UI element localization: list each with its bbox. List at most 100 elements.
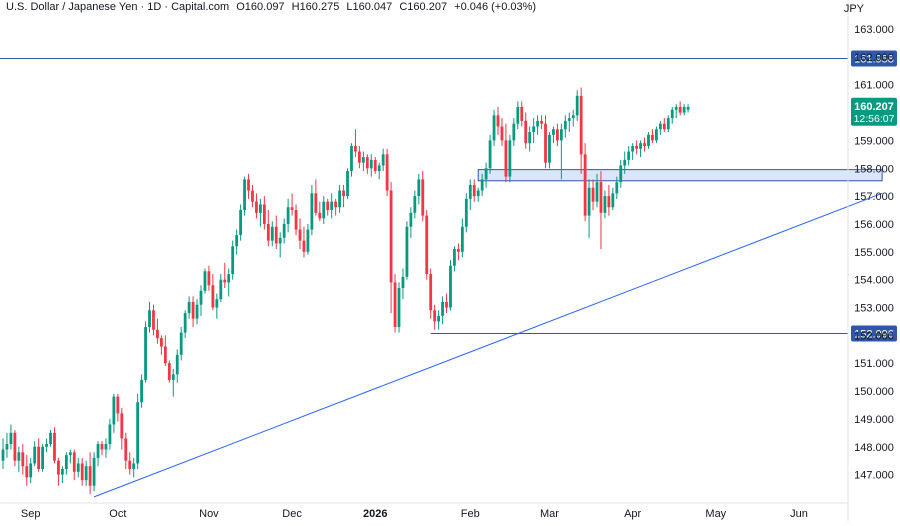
candle[interactable]	[286, 198, 290, 233]
candle[interactable]	[199, 285, 203, 316]
candle[interactable]	[421, 171, 425, 222]
candle[interactable]	[615, 176, 619, 199]
candle[interactable]	[183, 310, 187, 339]
candle[interactable]	[251, 184, 254, 208]
candle[interactable]	[437, 310, 440, 330]
candle[interactable]	[294, 204, 298, 236]
candle[interactable]	[536, 115, 539, 135]
candle[interactable]	[480, 173, 484, 197]
candle[interactable]	[53, 427, 56, 464]
candle[interactable]	[314, 179, 318, 216]
candle[interactable]	[290, 193, 294, 216]
candle[interactable]	[365, 154, 369, 174]
candle[interactable]	[464, 193, 468, 233]
candle[interactable]	[112, 393, 116, 433]
candle[interactable]	[445, 293, 448, 314]
candle[interactable]	[136, 393, 140, 470]
candle[interactable]	[29, 457, 33, 483]
candle[interactable]	[235, 229, 239, 255]
candle[interactable]	[544, 115, 547, 169]
candle[interactable]	[397, 282, 401, 333]
candle[interactable]	[508, 134, 512, 183]
candle[interactable]	[591, 179, 595, 211]
candle[interactable]	[215, 293, 219, 319]
candle[interactable]	[405, 221, 409, 280]
supply-demand-zone[interactable]	[477, 169, 883, 182]
candle[interactable]	[259, 198, 262, 227]
candle[interactable]	[441, 296, 444, 325]
candle[interactable]	[607, 184, 611, 216]
candle[interactable]	[298, 218, 302, 250]
candle[interactable]	[627, 145, 631, 166]
candle[interactable]	[76, 457, 80, 478]
candle[interactable]	[377, 162, 381, 180]
candle[interactable]	[96, 441, 100, 467]
candle[interactable]	[318, 201, 322, 222]
candle[interactable]	[49, 430, 52, 447]
candle[interactable]	[552, 126, 555, 144]
candle[interactable]	[528, 126, 532, 152]
candle[interactable]	[449, 260, 452, 311]
candle[interactable]	[532, 118, 536, 144]
candle[interactable]	[516, 101, 520, 130]
candle[interactable]	[647, 132, 650, 149]
candle[interactable]	[179, 326, 183, 361]
candle[interactable]	[611, 187, 615, 211]
candle[interactable]	[57, 457, 60, 486]
candle[interactable]	[658, 120, 662, 135]
candle[interactable]	[496, 106, 500, 135]
candle[interactable]	[520, 101, 524, 127]
candle[interactable]	[120, 407, 124, 450]
candle[interactable]	[239, 204, 242, 241]
candle[interactable]	[524, 112, 528, 149]
candle[interactable]	[68, 449, 72, 464]
candle[interactable]	[354, 129, 357, 158]
candle[interactable]	[124, 432, 128, 470]
candle[interactable]	[247, 173, 250, 199]
candle[interactable]	[88, 452, 92, 495]
candle[interactable]	[512, 118, 516, 146]
candle[interactable]	[468, 179, 472, 211]
candle[interactable]	[108, 418, 112, 450]
candle[interactable]	[100, 441, 104, 456]
candle[interactable]	[37, 438, 41, 472]
candle[interactable]	[575, 90, 579, 121]
candle[interactable]	[163, 335, 167, 366]
candle[interactable]	[358, 145, 361, 169]
candle[interactable]	[393, 274, 397, 333]
candle[interactable]	[25, 455, 29, 486]
candle[interactable]	[457, 243, 460, 261]
candle[interactable]	[563, 115, 567, 138]
candle[interactable]	[80, 457, 84, 486]
candle[interactable]	[666, 115, 670, 133]
candle[interactable]	[64, 452, 68, 475]
candle[interactable]	[104, 438, 108, 458]
candle[interactable]	[243, 176, 246, 216]
candle[interactable]	[132, 457, 136, 478]
candle[interactable]	[409, 207, 413, 238]
candle[interactable]	[33, 441, 37, 467]
candle[interactable]	[619, 159, 623, 188]
candle[interactable]	[140, 374, 143, 408]
candle[interactable]	[302, 226, 306, 258]
candle[interactable]	[460, 218, 464, 258]
candle[interactable]	[338, 184, 341, 213]
candle[interactable]	[322, 196, 326, 224]
candle[interactable]	[492, 109, 496, 146]
candle[interactable]	[670, 106, 674, 124]
candle[interactable]	[175, 349, 179, 383]
candle[interactable]	[207, 265, 211, 291]
candle[interactable]	[116, 393, 120, 422]
candle[interactable]	[429, 268, 433, 319]
candle[interactable]	[361, 151, 365, 172]
candle[interactable]	[9, 424, 13, 450]
candle[interactable]	[160, 335, 163, 355]
candle[interactable]	[643, 137, 646, 152]
candle[interactable]	[567, 112, 571, 133]
symbol-title[interactable]: U.S. Dollar / Japanese Yen · 1D · Capita…	[6, 1, 230, 13]
candle[interactable]	[484, 162, 488, 188]
candle[interactable]	[389, 182, 393, 314]
candle[interactable]	[144, 321, 147, 383]
candle[interactable]	[274, 215, 278, 250]
